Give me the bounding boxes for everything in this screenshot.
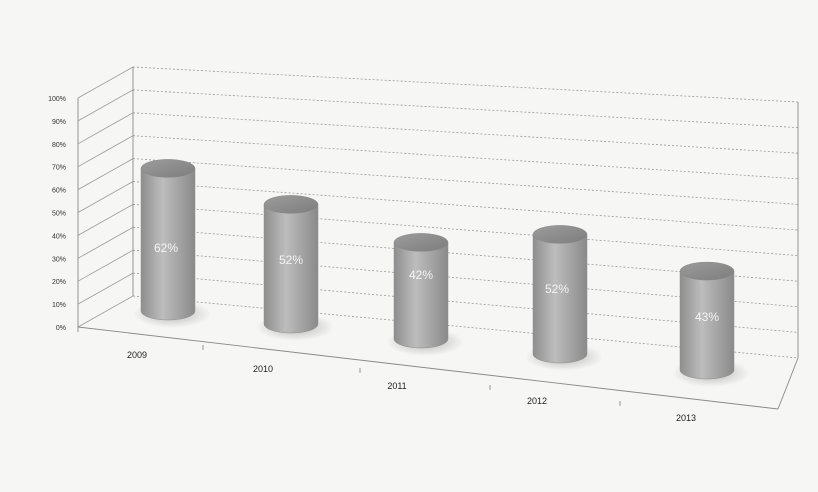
x-tick-label: 2013 (676, 413, 696, 423)
y-tick-label: 30% (52, 256, 66, 263)
y-tick-label: 80% (52, 142, 66, 149)
y-tick-label: 90% (52, 119, 66, 126)
bar-top (532, 225, 588, 244)
y-tick-label: 70% (52, 165, 66, 172)
gridline (132, 204, 799, 256)
side-gridline (77, 112, 134, 145)
x-axis-ticks: 2009 2010 2011 2012 2013 (127, 350, 696, 423)
gridline (132, 181, 799, 231)
bar-top (140, 159, 196, 178)
data-label: 43% (695, 310, 719, 324)
data-label: 52% (279, 253, 303, 267)
x-tick-label: 2010 (253, 364, 273, 374)
y-tick-label: 100% (48, 96, 66, 103)
gridline (132, 135, 799, 180)
data-label: 62% (154, 241, 178, 255)
side-gridline (77, 181, 134, 213)
gridline (132, 226, 799, 282)
floor-right-edge (777, 357, 799, 410)
x-tick-label: 2011 (387, 381, 406, 391)
bar-top (679, 261, 735, 281)
bar-2012 (532, 234, 588, 364)
bar-top (263, 195, 319, 214)
bar-2011 (393, 242, 449, 349)
side-gridline (77, 272, 134, 305)
y-tick-label: 60% (52, 188, 66, 195)
x-tick-label: 2009 (127, 350, 147, 360)
bar-top (393, 233, 449, 252)
axes (77, 67, 799, 410)
side-gridline (77, 226, 134, 259)
bar-2009 (140, 168, 196, 321)
gridline (132, 158, 799, 205)
data-label: 52% (545, 282, 569, 296)
y-tick-label: 10% (52, 302, 66, 309)
gridline (132, 112, 799, 154)
data-label: 42% (409, 268, 433, 282)
bar-2013 (679, 270, 735, 380)
side-gridline (77, 89, 134, 122)
y-tick-label: 20% (52, 279, 66, 286)
side-gridline (77, 249, 134, 282)
side-gridline (77, 295, 134, 328)
side-gridline (77, 66, 134, 99)
bar-2010 (263, 204, 319, 334)
x-tick-label: 2012 (527, 396, 547, 406)
bars: 62% 52% 42% 52% 43% (133, 159, 750, 387)
gridline (132, 89, 799, 128)
side-gridline (77, 204, 134, 236)
side-gridline (77, 158, 134, 190)
y-axis-ticks: 0% 10% 20% 30% 40% 50% 60% 70% 80% 90% 100% (48, 96, 66, 332)
side-gridline (77, 135, 134, 168)
gridline (132, 66, 799, 103)
x-axis-line (77, 326, 779, 410)
y-tick-label: 40% (52, 233, 66, 240)
y-tick-label: 50% (52, 211, 66, 218)
y-tick-label: 0% (56, 325, 66, 332)
